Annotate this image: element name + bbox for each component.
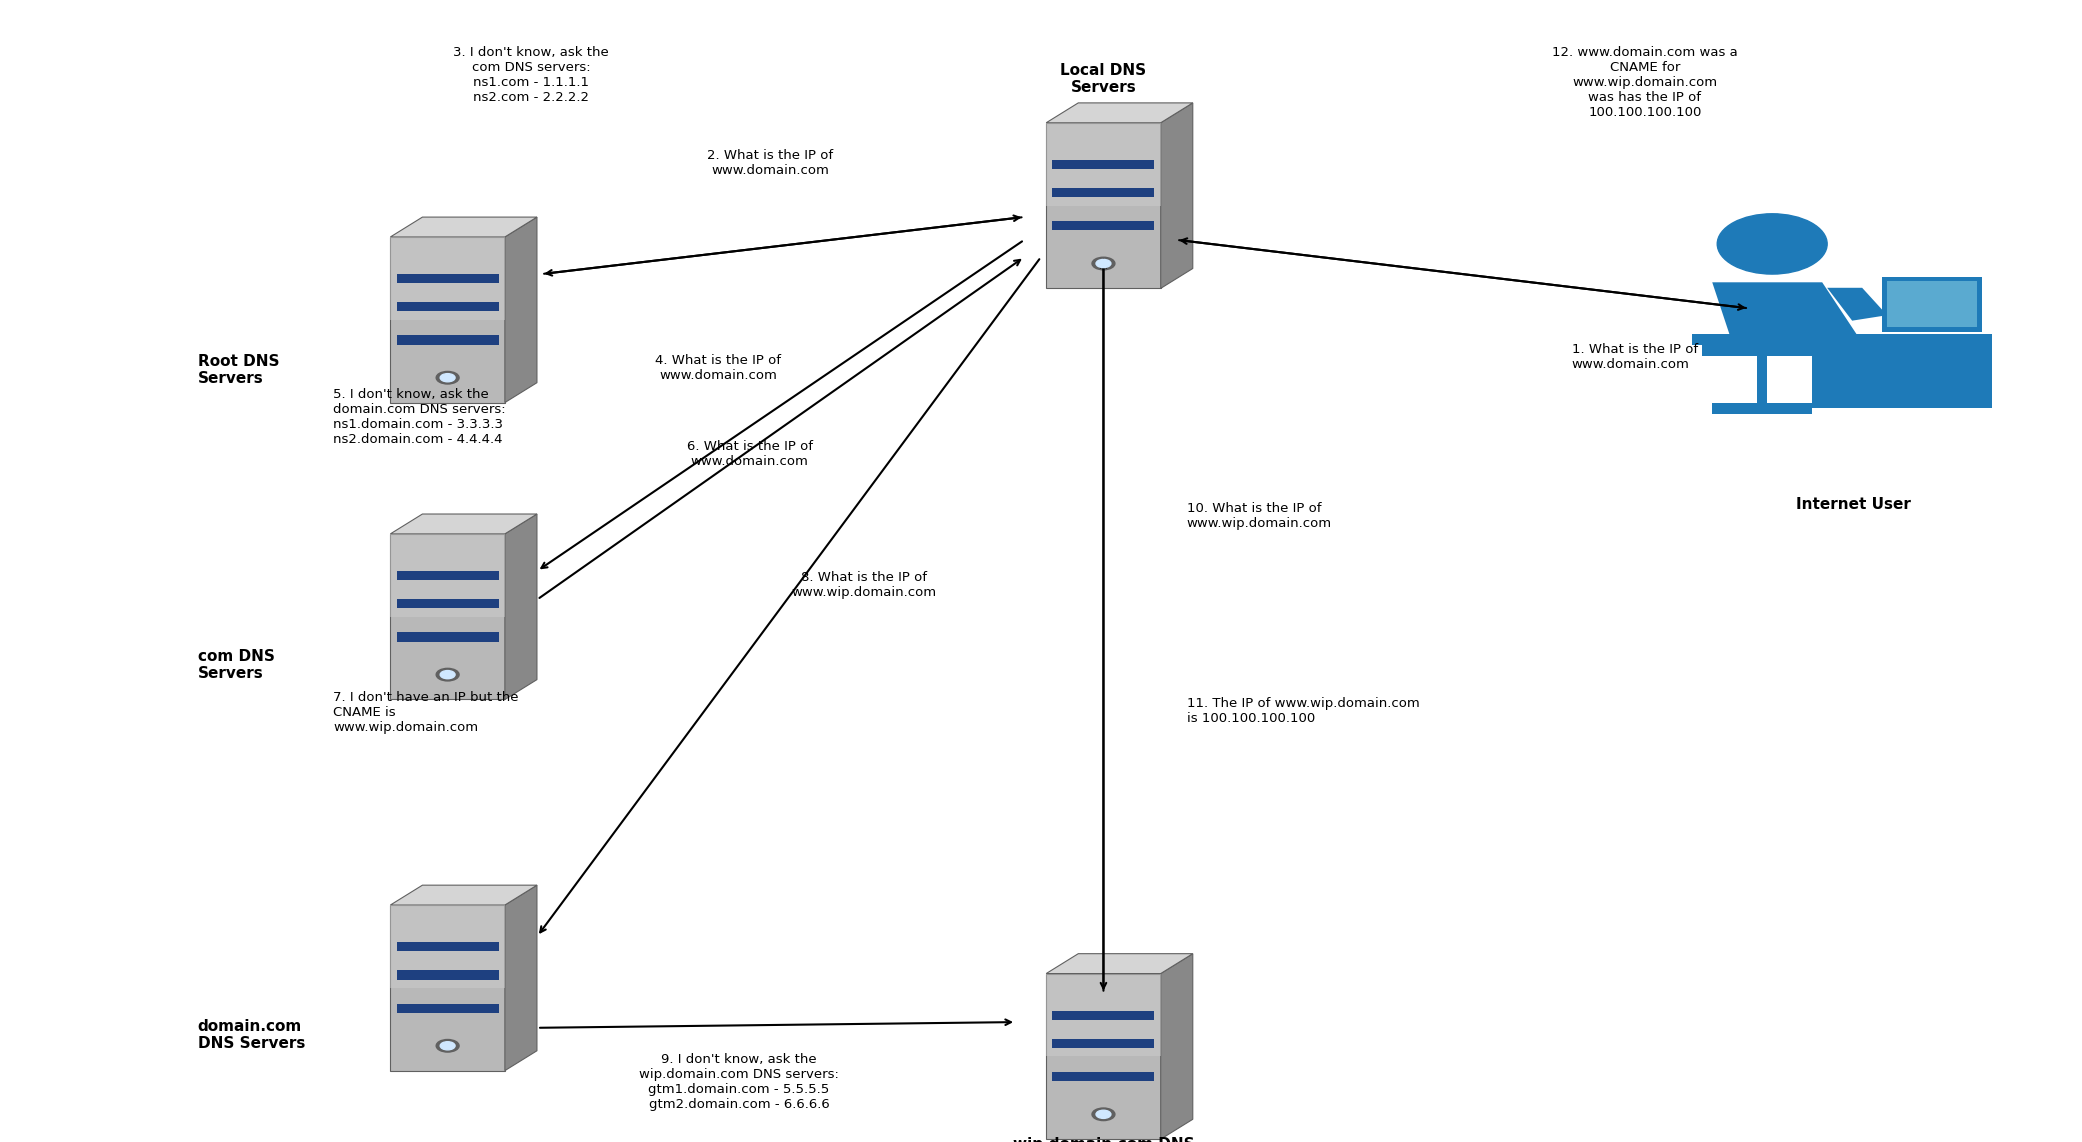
Polygon shape [391,238,504,403]
Circle shape [439,1042,456,1049]
Text: Local DNS
Servers: Local DNS Servers [1060,63,1147,95]
Polygon shape [1051,1039,1153,1048]
Text: Root DNS
Servers: Root DNS Servers [198,354,279,386]
Polygon shape [1051,188,1153,198]
Text: 6. What is the IP of
www.domain.com: 6. What is the IP of www.domain.com [687,440,812,468]
Polygon shape [396,571,498,580]
Polygon shape [1703,345,1822,356]
Text: 8. What is the IP of
www.wip.domain.com: 8. What is the IP of www.wip.domain.com [791,571,937,600]
Polygon shape [396,1004,498,1013]
Polygon shape [1047,973,1162,1140]
Polygon shape [391,885,537,904]
Polygon shape [391,534,504,699]
Polygon shape [396,303,498,312]
Circle shape [1095,259,1112,267]
Circle shape [1718,214,1828,274]
Polygon shape [1162,954,1193,1140]
Polygon shape [391,238,504,320]
Circle shape [439,373,456,381]
Polygon shape [1162,103,1193,289]
Circle shape [437,668,460,681]
Text: 3. I don't know, ask the
com DNS servers:
ns1.com - 1.1.1.1
ns2.com - 2.2.2.2: 3. I don't know, ask the com DNS servers… [454,46,608,104]
Polygon shape [396,600,498,609]
Polygon shape [391,534,504,617]
Text: 11. The IP of www.wip.domain.com
is 100.100.100.100: 11. The IP of www.wip.domain.com is 100.… [1187,697,1420,725]
Polygon shape [1711,403,1811,413]
Polygon shape [1051,1072,1153,1081]
Circle shape [1091,257,1116,270]
Polygon shape [1886,281,1978,328]
Text: 9. I don't know, ask the
wip.domain.com DNS servers:
gtm1.domain.com - 5.5.5.5
g: 9. I don't know, ask the wip.domain.com … [639,1053,839,1111]
Polygon shape [1051,222,1153,231]
Polygon shape [396,633,498,642]
Circle shape [439,670,456,678]
Polygon shape [1047,103,1193,123]
Polygon shape [1693,335,1992,345]
Polygon shape [1811,345,1992,409]
Text: wip.domain.com DNS
Servers (GTMs): wip.domain.com DNS Servers (GTMs) [1012,1137,1195,1142]
Polygon shape [391,514,537,534]
Polygon shape [1051,1011,1153,1020]
Polygon shape [1757,356,1768,403]
Polygon shape [1828,288,1886,321]
Polygon shape [396,336,498,345]
Polygon shape [391,904,504,1071]
Circle shape [437,371,460,384]
Polygon shape [396,971,498,980]
Polygon shape [504,514,537,699]
Circle shape [437,1039,460,1052]
Polygon shape [1047,123,1162,289]
Polygon shape [391,904,504,988]
Polygon shape [1882,276,1982,331]
Polygon shape [1047,954,1193,973]
Text: 4. What is the IP of
www.domain.com: 4. What is the IP of www.domain.com [656,354,781,383]
Polygon shape [504,885,537,1071]
Polygon shape [396,942,498,951]
Text: 5. I don't know, ask the
domain.com DNS servers:
ns1.domain.com - 3.3.3.3
ns2.do: 5. I don't know, ask the domain.com DNS … [333,388,506,447]
Polygon shape [1051,160,1153,169]
Polygon shape [1047,973,1162,1056]
Text: 1. What is the IP of
www.domain.com: 1. What is the IP of www.domain.com [1572,343,1699,371]
Circle shape [1091,1108,1116,1120]
Text: 7. I don't have an IP but the
CNAME is
www.wip.domain.com: 7. I don't have an IP but the CNAME is w… [333,691,518,734]
Text: Internet User: Internet User [1795,497,1911,512]
Circle shape [1095,1110,1112,1118]
Polygon shape [396,274,498,283]
Text: 12. www.domain.com was a
CNAME for
www.wip.domain.com
was has the IP of
100.100.: 12. www.domain.com was a CNAME for www.w… [1551,46,1738,119]
Text: 10. What is the IP of
www.wip.domain.com: 10. What is the IP of www.wip.domain.com [1187,502,1332,531]
Polygon shape [1711,282,1861,343]
Text: 2. What is the IP of
www.domain.com: 2. What is the IP of www.domain.com [708,148,833,177]
Polygon shape [1047,123,1162,206]
Polygon shape [1722,293,1782,348]
Text: domain.com
DNS Servers: domain.com DNS Servers [198,1019,306,1051]
Polygon shape [391,217,537,238]
Text: com DNS
Servers: com DNS Servers [198,649,275,681]
Polygon shape [504,217,537,403]
